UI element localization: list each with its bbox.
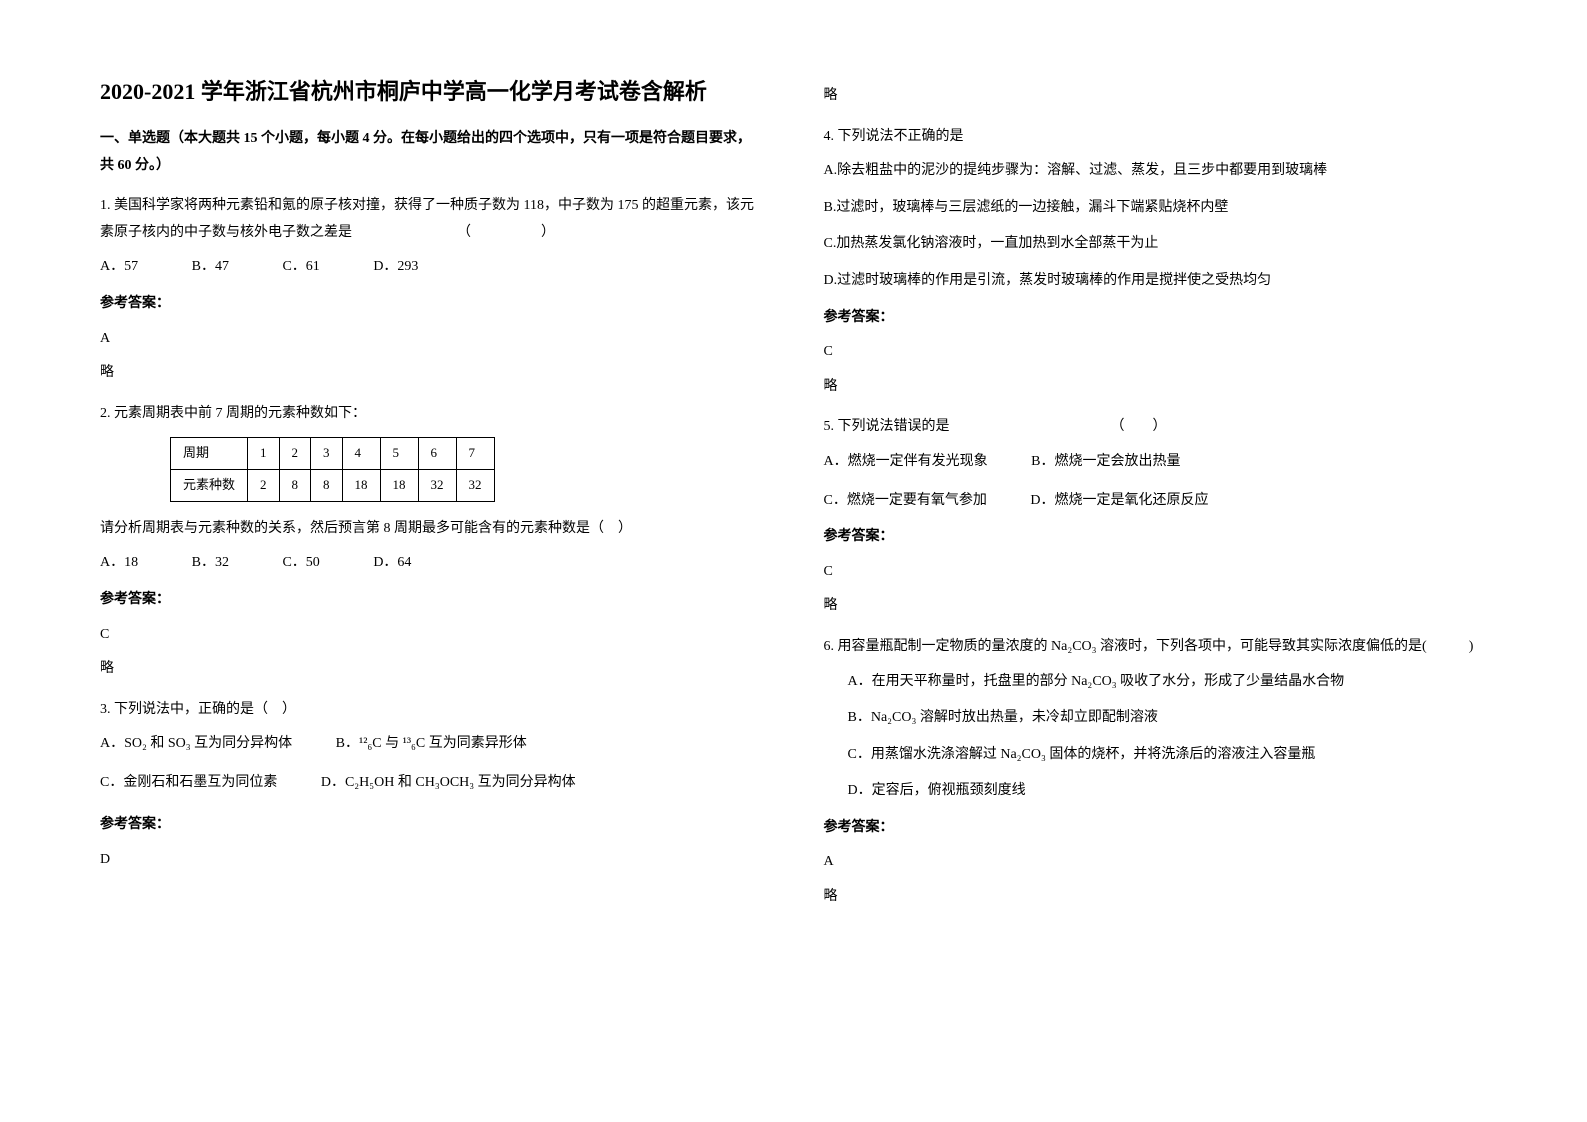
table-cell: 32 (456, 470, 494, 502)
q1-opt-a: A．57 (100, 254, 138, 281)
page-title: 2020-2021 学年浙江省杭州市桐庐中学高一化学月考试卷含解析 (100, 75, 764, 108)
q3-answer-label: 参考答案： (100, 812, 764, 839)
q2-answer-label: 参考答案： (100, 587, 764, 614)
q4-stem: 4. 下列说法不正确的是 (824, 124, 1488, 151)
table-row: 周期 1 2 3 4 5 6 7 (171, 438, 495, 470)
q2-stem: 2. 元素周期表中前 7 周期的元素种数如下： (100, 401, 764, 428)
q6-opt-d: D．定容后，俯视瓶颈刻度线 (824, 778, 1488, 805)
table-cell: 8 (279, 470, 311, 502)
right-column: 略 4. 下列说法不正确的是 A.除去粗盐中的泥沙的提纯步骤为：溶解、过滤、蒸发… (824, 75, 1488, 1047)
table-cell: 4 (342, 438, 380, 470)
q3-opt-d: D．C₂H₅OH 和 CH₃OCH₃ 互为同分异构体 (321, 775, 576, 790)
q5-opts-cd: C．燃烧一定要有氧气参加 D．燃烧一定是氧化还原反应 (824, 488, 1488, 515)
table-cell: 元素种数 (171, 470, 248, 502)
q3-opts-ab: A．SO₂ 和 SO₃ 互为同分异构体 B．¹²₆C 与 ¹³₆C 互为同素异形… (100, 731, 764, 758)
q3-answer: D (100, 847, 764, 874)
q4-answer-label: 参考答案： (824, 305, 1488, 332)
q5-opts-ab: A．燃烧一定伴有发光现象 B．燃烧一定会放出热量 (824, 449, 1488, 476)
q4-answer: C (824, 339, 1488, 366)
table-cell: 2 (279, 438, 311, 470)
q4-opt-d: D.过滤时玻璃棒的作用是引流，蒸发时玻璃棒的作用是搅拌使之受热均匀 (824, 268, 1488, 295)
q1-answer: A (100, 326, 764, 353)
q1-stem: 1. 美国科学家将两种元素铅和氪的原子核对撞，获得了一种质子数为 118，中子数… (100, 193, 764, 246)
table-cell: 6 (418, 438, 456, 470)
q5-note: 略 (824, 593, 1488, 620)
table-cell: 18 (380, 470, 418, 502)
q3-stem: 3. 下列说法中，正确的是（ ） (100, 697, 764, 724)
q5-answer-label: 参考答案： (824, 524, 1488, 551)
q5-answer: C (824, 559, 1488, 586)
table-cell: 1 (248, 438, 280, 470)
table-cell: 周期 (171, 438, 248, 470)
left-column: 2020-2021 学年浙江省杭州市桐庐中学高一化学月考试卷含解析 一、单选题（… (100, 75, 764, 1047)
q2-answer: C (100, 622, 764, 649)
table-cell: 18 (342, 470, 380, 502)
table-cell: 8 (311, 470, 343, 502)
q5-opt-d: D．燃烧一定是氧化还原反应 (1030, 493, 1208, 508)
q5-stem: 5. 下列说法错误的是 （ ） (824, 414, 1488, 441)
q4-opt-b: B.过滤时，玻璃棒与三层滤纸的一边接触，漏斗下端紧贴烧杯内壁 (824, 195, 1488, 222)
q5-opt-a: A．燃烧一定伴有发光现象 (824, 449, 988, 476)
q1-note: 略 (100, 360, 764, 387)
q2-table: 周期 1 2 3 4 5 6 7 元素种数 2 8 8 18 18 32 32 (170, 437, 495, 501)
q1-options: A．57 B．47 C．61 D．293 (100, 254, 764, 281)
table-cell: 2 (248, 470, 280, 502)
q1-opt-d: D．293 (373, 254, 418, 281)
table-row: 元素种数 2 8 8 18 18 32 32 (171, 470, 495, 502)
q1-opt-b: B．47 (192, 254, 229, 281)
q3-opt-b: B．¹²₆C 与 ¹³₆C 互为同素异形体 (336, 736, 527, 751)
q6-answer: A (824, 849, 1488, 876)
q2-note: 略 (100, 656, 764, 683)
q6-opt-a: A．在用天平称量时，托盘里的部分 Na₂CO₃ 吸收了水分，形成了少量结晶水合物 (824, 669, 1488, 696)
q2-stem2: 请分析周期表与元素种数的关系，然后预言第 8 周期最多可能含有的元素种数是（ ） (100, 516, 764, 543)
q4-opt-a: A.除去粗盐中的泥沙的提纯步骤为：溶解、过滤、蒸发，且三步中都要用到玻璃棒 (824, 158, 1488, 185)
q4-note: 略 (824, 374, 1488, 401)
q1-answer-label: 参考答案： (100, 291, 764, 318)
q6-stem: 6. 用容量瓶配制一定物质的量浓度的 Na₂CO₃ 溶液时，下列各项中，可能导致… (824, 634, 1488, 661)
q1-opt-c: C．61 (282, 254, 319, 281)
q2-options: A．18 B．32 C．50 D．64 (100, 550, 764, 577)
table-cell: 7 (456, 438, 494, 470)
q6-opt-c: C．用蒸馏水洗涤溶解过 Na₂CO₃ 固体的烧杯，并将洗涤后的溶液注入容量瓶 (824, 742, 1488, 769)
q6-opt-b: B．Na₂CO₃ 溶解时放出热量，未冷却立即配制溶液 (824, 705, 1488, 732)
q6-answer-label: 参考答案： (824, 815, 1488, 842)
q3-note: 略 (824, 83, 1488, 110)
q2-opt-d: D．64 (373, 550, 411, 577)
q4-opt-c: C.加热蒸发氯化钠溶液时，一直加热到水全部蒸干为止 (824, 231, 1488, 258)
section-header: 一、单选题（本大题共 15 个小题，每小题 4 分。在每小题给出的四个选项中，只… (100, 126, 764, 179)
q2-opt-b: B．32 (192, 550, 229, 577)
q3-opts-cd: C．金刚石和石墨互为同位素 D．C₂H₅OH 和 CH₃OCH₃ 互为同分异构体 (100, 770, 764, 797)
q3-opt-c: C．金刚石和石墨互为同位素 (100, 770, 277, 797)
q5-opt-c: C．燃烧一定要有氧气参加 (824, 488, 987, 515)
table-cell: 32 (418, 470, 456, 502)
table-cell: 3 (311, 438, 343, 470)
q2-opt-c: C．50 (282, 550, 319, 577)
q5-opt-b: B．燃烧一定会放出热量 (1031, 454, 1180, 469)
table-cell: 5 (380, 438, 418, 470)
q3-opt-a: A．SO₂ 和 SO₃ 互为同分异构体 (100, 731, 292, 758)
q2-opt-a: A．18 (100, 550, 138, 577)
q6-note: 略 (824, 884, 1488, 911)
